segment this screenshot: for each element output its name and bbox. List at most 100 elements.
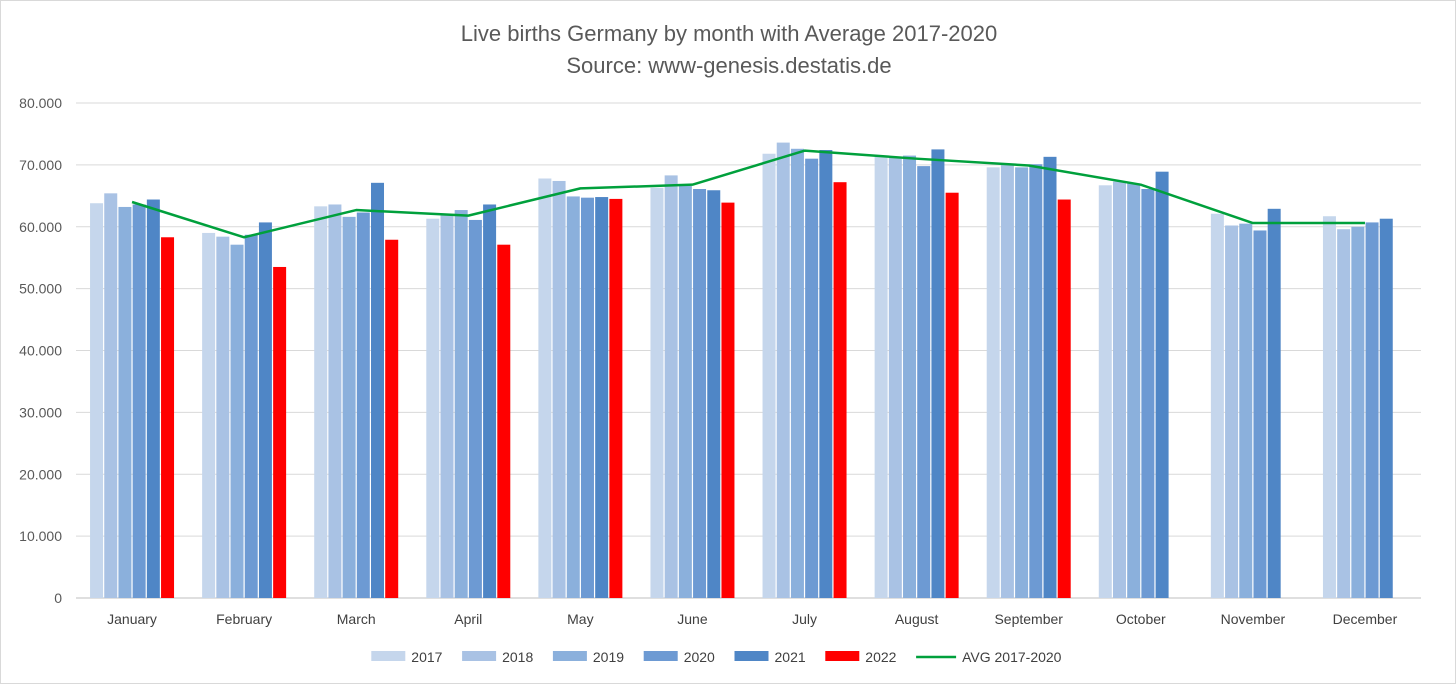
x-tick-label: July (792, 611, 817, 627)
bar-2018-april (440, 214, 454, 598)
legend-label-2018: 2018 (502, 649, 533, 665)
bar-2018-september (1000, 163, 1014, 598)
x-tick-label: December (1333, 611, 1398, 627)
y-tick-label: 70.000 (19, 157, 62, 173)
bar-2018-june (664, 175, 678, 599)
bar-2019-october (1127, 183, 1141, 598)
bar-2018-january (104, 193, 118, 598)
bar-2020-december (1365, 222, 1379, 598)
x-tick-label: August (895, 611, 939, 627)
x-tick-label: April (454, 611, 482, 627)
y-tick-label: 30.000 (19, 404, 62, 420)
bar-2019-february (230, 244, 244, 598)
bar-2022-july (833, 182, 847, 598)
bar-2020-may (580, 197, 594, 598)
bar-2020-november (1253, 230, 1267, 598)
legend-label-2022: 2022 (865, 649, 896, 665)
legend-swatch-2019 (552, 651, 587, 661)
bar-2019-january (118, 206, 132, 598)
bar-2022-june (721, 202, 735, 598)
bar-2020-june (693, 189, 707, 598)
bar-2020-july (805, 158, 819, 598)
chart-title: Live births Germany by month with Averag… (461, 21, 997, 46)
bar-2021-may (595, 197, 609, 599)
bar-2017-july (762, 153, 776, 599)
bar-2017-april (426, 218, 440, 599)
bar-2020-april (468, 219, 482, 598)
bar-2017-june (650, 187, 664, 599)
legend-swatch-2018 (462, 651, 497, 661)
bar-2021-april (483, 204, 497, 598)
bar-2021-august (931, 149, 945, 598)
bar-2021-june (707, 190, 721, 598)
y-tick-label: 60.000 (19, 219, 62, 235)
legend-label-avg-2017-2020: AVG 2017-2020 (962, 649, 1062, 665)
bar-2021-march (371, 182, 385, 598)
bar-2020-october (1141, 189, 1155, 598)
bar-2021-july (819, 150, 833, 598)
bar-2021-october (1155, 171, 1169, 598)
bar-2022-january (161, 237, 175, 599)
bar-2017-october (1098, 185, 1112, 598)
bar-2019-may (566, 196, 580, 598)
bar-2021-december (1379, 218, 1393, 599)
bar-2017-march (314, 206, 328, 599)
bar-2019-december (1351, 226, 1365, 598)
x-tick-label: February (216, 611, 272, 627)
bar-2017-november (1210, 213, 1224, 598)
x-tick-label: May (567, 611, 593, 627)
x-tick-label: January (107, 611, 157, 627)
bar-2017-may (538, 178, 552, 599)
bar-2019-august (903, 155, 917, 598)
bar-2017-september (986, 167, 1000, 598)
bar-2017-august (874, 156, 888, 599)
legend-swatch-2020 (643, 651, 678, 661)
bar-2019-june (678, 185, 692, 598)
bar-2021-november (1267, 208, 1281, 598)
y-tick-label: 50.000 (19, 281, 62, 297)
legend-label-2017: 2017 (411, 649, 442, 665)
bar-2020-january (132, 204, 146, 598)
y-tick-label: 20.000 (19, 466, 62, 482)
legend-swatch-2021 (734, 651, 769, 661)
legend-swatch-2022 (825, 651, 860, 661)
bar-2018-december (1337, 229, 1351, 598)
bar-2019-september (1015, 167, 1029, 598)
bar-2022-september (1057, 199, 1071, 598)
bar-2022-august (945, 192, 959, 598)
bar-2019-july (790, 148, 804, 598)
legend-swatch-2017 (371, 651, 406, 661)
bar-2018-february (216, 236, 230, 598)
bar-2018-august (888, 156, 902, 599)
bar-2021-september (1043, 156, 1057, 599)
bar-2018-november (1225, 225, 1239, 598)
x-tick-label: March (337, 611, 376, 627)
bar-2019-november (1239, 223, 1253, 598)
bar-2022-march (385, 239, 399, 598)
bar-2020-march (356, 212, 370, 599)
y-tick-label: 40.000 (19, 343, 62, 359)
bar-2018-may (552, 180, 566, 598)
bar-2018-july (776, 142, 790, 598)
bar-2020-august (917, 166, 931, 599)
bar-2017-january (90, 203, 104, 599)
bar-2021-january (146, 199, 160, 598)
legend-label-2020: 2020 (684, 649, 715, 665)
bar-2019-april (454, 210, 468, 598)
chart-subtitle: Source: www-genesis.destatis.de (566, 53, 891, 78)
legend-label-2019: 2019 (593, 649, 624, 665)
bar-2019-march (342, 216, 356, 598)
bar-2017-december (1322, 216, 1336, 598)
x-tick-label: June (677, 611, 708, 627)
bar-2020-september (1029, 164, 1043, 598)
x-tick-label: November (1221, 611, 1286, 627)
bar-2018-october (1112, 181, 1126, 599)
y-tick-label: 10.000 (19, 528, 62, 544)
bar-2022-february (273, 266, 287, 598)
bar-2022-april (497, 244, 511, 598)
x-tick-label: September (994, 611, 1063, 627)
x-tick-label: October (1116, 611, 1166, 627)
bar-2017-february (202, 232, 216, 598)
